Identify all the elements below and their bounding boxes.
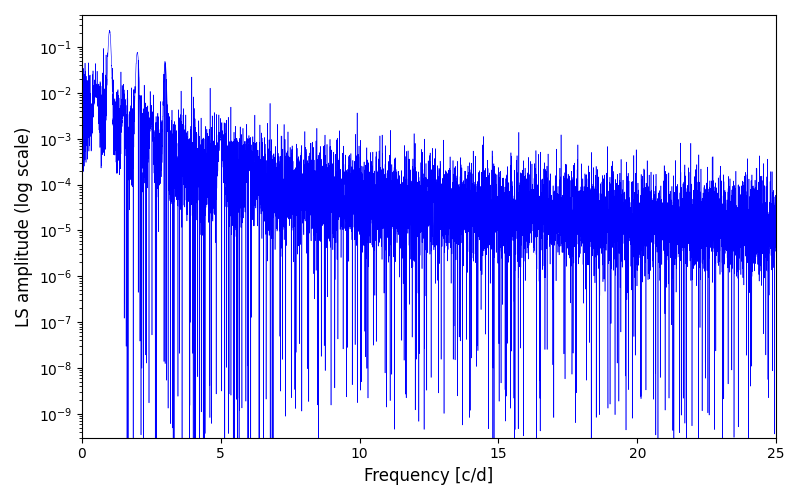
X-axis label: Frequency [c/d]: Frequency [c/d]	[364, 467, 494, 485]
Y-axis label: LS amplitude (log scale): LS amplitude (log scale)	[15, 126, 33, 326]
